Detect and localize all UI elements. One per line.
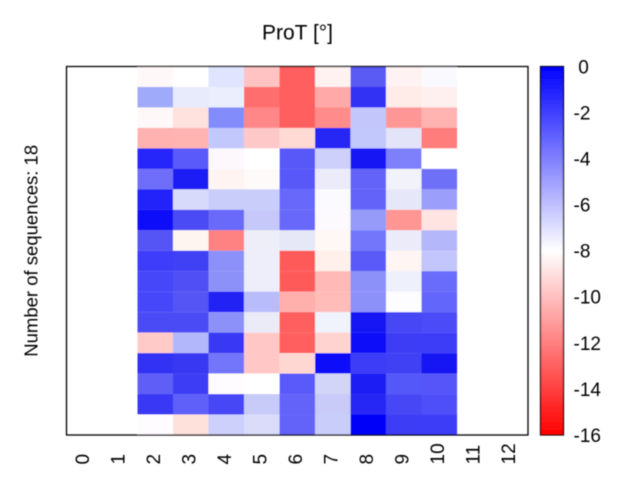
svg-text:Number of sequences: 18: Number of sequences: 18 xyxy=(20,145,41,357)
svg-text:0: 0 xyxy=(578,57,589,78)
svg-text:-4: -4 xyxy=(574,150,591,171)
svg-text:5: 5 xyxy=(250,454,271,465)
svg-text:-10: -10 xyxy=(574,288,601,309)
svg-text:-6: -6 xyxy=(574,196,591,217)
svg-text:3: 3 xyxy=(179,454,200,465)
svg-text:4: 4 xyxy=(215,454,236,465)
svg-text:9: 9 xyxy=(392,454,413,465)
svg-text:-12: -12 xyxy=(574,334,601,355)
svg-text:-2: -2 xyxy=(574,103,591,124)
svg-text:-14: -14 xyxy=(574,380,602,401)
svg-text:12: 12 xyxy=(499,443,520,464)
svg-text:6: 6 xyxy=(286,454,307,465)
svg-text:0: 0 xyxy=(73,454,94,465)
svg-text:10: 10 xyxy=(428,443,449,464)
svg-text:11: 11 xyxy=(463,445,484,465)
svg-text:8: 8 xyxy=(357,454,378,465)
svg-text:7: 7 xyxy=(321,454,342,465)
svg-text:2: 2 xyxy=(144,454,165,465)
svg-text:ProT [°]: ProT [°] xyxy=(262,22,333,45)
svg-text:-16: -16 xyxy=(574,426,601,447)
svg-text:-8: -8 xyxy=(574,242,591,263)
svg-text:1: 1 xyxy=(108,454,129,465)
